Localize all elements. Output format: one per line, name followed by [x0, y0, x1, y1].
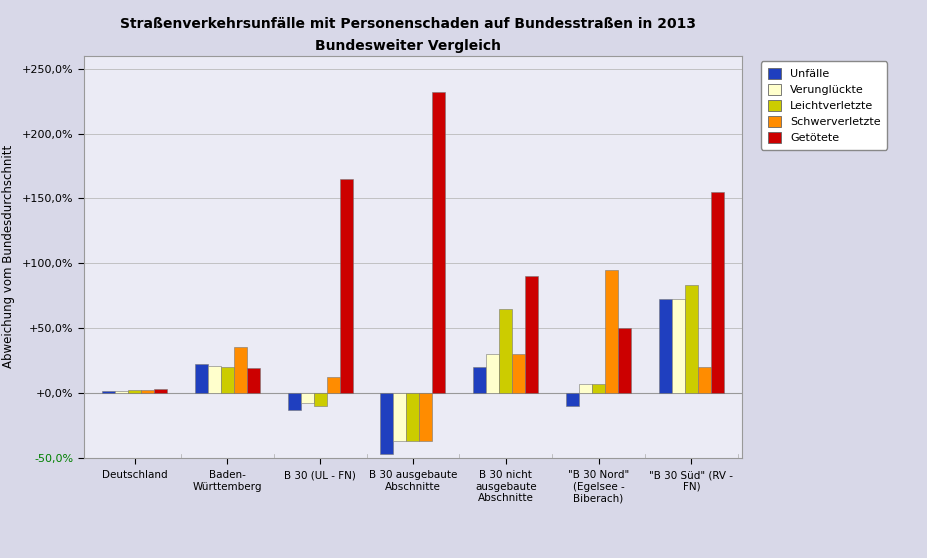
Y-axis label: Abweichung vom Bundesdurchschnitt: Abweichung vom Bundesdurchschnitt [2, 145, 15, 368]
Bar [234, 348, 247, 393]
Bar [525, 276, 538, 393]
Bar [208, 365, 221, 393]
Bar [565, 393, 578, 406]
Bar [195, 364, 208, 393]
Bar [578, 384, 591, 393]
Bar [102, 392, 115, 393]
Bar [499, 309, 512, 393]
Text: Straßenverkehrsunfälle mit Personenschaden auf Bundesstraßen in 2013: Straßenverkehrsunfälle mit Personenschad… [121, 17, 695, 31]
Bar [141, 389, 154, 393]
Bar [287, 393, 300, 410]
Bar [154, 389, 167, 393]
Bar [684, 285, 697, 393]
Bar [406, 393, 419, 441]
Bar [300, 393, 313, 403]
Bar [604, 270, 617, 393]
Legend: Unfälle, Verunglückte, Leichtverletzte, Schwerverletzte, Getötete: Unfälle, Verunglückte, Leichtverletzte, … [760, 61, 886, 150]
Bar [221, 367, 234, 393]
Bar [313, 393, 326, 406]
Bar [326, 377, 339, 393]
Bar [710, 192, 723, 393]
Bar [128, 390, 141, 393]
Bar [393, 393, 406, 441]
Bar [419, 393, 432, 441]
Bar [247, 368, 260, 393]
Bar [432, 92, 445, 393]
Text: Bundesweiter Vergleich: Bundesweiter Vergleich [315, 39, 501, 53]
Bar [339, 179, 352, 393]
Bar [591, 384, 604, 393]
Bar [473, 367, 486, 393]
Bar [486, 354, 499, 393]
Bar [671, 300, 684, 393]
Bar [617, 328, 630, 393]
Bar [697, 367, 710, 393]
Bar [115, 391, 128, 393]
Bar [512, 354, 525, 393]
Bar [380, 393, 393, 454]
Bar [658, 300, 671, 393]
